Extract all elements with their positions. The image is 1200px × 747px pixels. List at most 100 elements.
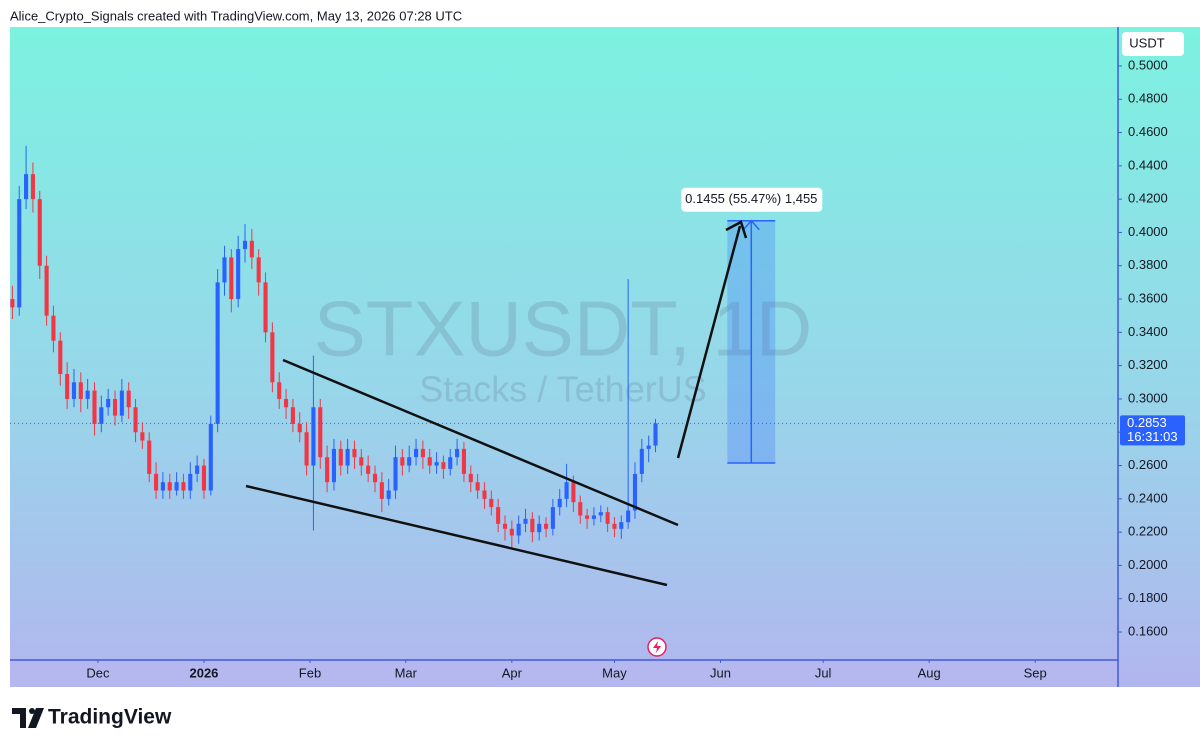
drawings bbox=[245, 220, 748, 587]
candle-body bbox=[441, 462, 446, 469]
candle-body bbox=[605, 512, 610, 524]
candle-body bbox=[352, 448, 357, 458]
candle-body bbox=[24, 174, 29, 200]
candle-body bbox=[297, 423, 302, 433]
candle-body bbox=[331, 448, 337, 483]
candle-body bbox=[639, 448, 644, 474]
candle-body bbox=[489, 498, 494, 508]
candle-body bbox=[325, 457, 330, 483]
candle-body bbox=[208, 423, 213, 491]
candle-body bbox=[78, 382, 83, 399]
candle-body bbox=[99, 407, 104, 424]
candle-body bbox=[413, 448, 419, 458]
range-label: 0.1455 (55.47%) 1,455 bbox=[685, 191, 817, 206]
candle-body bbox=[543, 523, 549, 529]
candle-body bbox=[249, 240, 254, 258]
events-icon[interactable] bbox=[647, 637, 667, 657]
y-tick-label: 0.2200 bbox=[1128, 524, 1168, 539]
y-tick-label: 0.1600 bbox=[1128, 623, 1168, 638]
countdown-label: 16:31:03 bbox=[1127, 429, 1178, 444]
plot: 0.1455 (55.47%) 1,455 bbox=[10, 145, 1118, 549]
candle-body bbox=[242, 240, 248, 250]
candle-body bbox=[167, 482, 172, 491]
trend-line-lower bbox=[245, 484, 668, 587]
y-tick-label: 0.2000 bbox=[1128, 557, 1168, 572]
candle-body bbox=[537, 523, 542, 533]
candle-body bbox=[564, 482, 569, 499]
candle-body bbox=[263, 282, 268, 333]
candle-body bbox=[420, 448, 425, 458]
candle-body bbox=[626, 510, 631, 523]
candle-body bbox=[236, 249, 241, 300]
candle-body bbox=[509, 528, 514, 536]
candle-body bbox=[530, 518, 535, 533]
y-tick-label: 0.3200 bbox=[1128, 357, 1168, 372]
watermark-name: Stacks / TetherUS bbox=[419, 369, 706, 410]
x-tick-label: Sep bbox=[1024, 665, 1047, 680]
x-tick-label: Jul bbox=[815, 665, 832, 680]
candle-body bbox=[591, 515, 596, 519]
candle-body bbox=[270, 332, 275, 383]
watermark: STXUSDT, 1D Stacks / TetherUS bbox=[314, 285, 812, 410]
y-tick-label: 0.4200 bbox=[1128, 191, 1168, 206]
candle-body bbox=[58, 340, 63, 374]
candle-body bbox=[30, 174, 35, 200]
last-price-tag bbox=[1120, 415, 1185, 446]
y-tick-label: 0.1800 bbox=[1128, 590, 1168, 605]
y-tick-label: 0.4800 bbox=[1128, 91, 1168, 106]
target-arrow bbox=[676, 225, 742, 459]
candle-body bbox=[126, 390, 131, 408]
candle-body bbox=[119, 390, 124, 416]
candle-body bbox=[407, 457, 412, 466]
candle-body bbox=[51, 315, 56, 341]
time-axis-background bbox=[10, 660, 1118, 687]
candle-body bbox=[229, 257, 234, 300]
candle-body bbox=[386, 490, 391, 499]
candle-body bbox=[112, 398, 118, 416]
candle-body bbox=[290, 407, 295, 424]
candle-body bbox=[147, 440, 152, 474]
candle-body bbox=[154, 473, 159, 491]
candle-body bbox=[619, 522, 624, 529]
header-text: Alice_Crypto_Signals created with Tradin… bbox=[10, 8, 462, 23]
candle-body bbox=[612, 523, 617, 529]
y-tick-label: 0.4600 bbox=[1128, 124, 1168, 139]
range-arrow-head bbox=[742, 219, 760, 231]
x-tick-label: Aug bbox=[918, 665, 941, 680]
target-arrow-head bbox=[725, 220, 748, 239]
x-tick-label: Feb bbox=[299, 665, 321, 680]
watermark-symbol: STXUSDT, 1D bbox=[314, 285, 812, 373]
y-tick-label: 0.2600 bbox=[1128, 457, 1168, 472]
candle-body bbox=[133, 407, 138, 433]
candle-body bbox=[17, 199, 22, 308]
candle-body bbox=[65, 373, 70, 399]
candle-body bbox=[311, 407, 316, 466]
y-tick-label: 0.2400 bbox=[1128, 490, 1168, 505]
candle-body bbox=[482, 490, 487, 499]
y-tick-label: 0.3800 bbox=[1128, 257, 1168, 272]
candle-body bbox=[284, 398, 289, 408]
candle-body bbox=[318, 407, 323, 458]
candle-body bbox=[496, 507, 501, 524]
candle-body bbox=[550, 507, 555, 529]
candle-body bbox=[557, 498, 562, 508]
range-label-box bbox=[681, 187, 823, 212]
x-tick-label: 2026 bbox=[189, 665, 218, 680]
candle-body bbox=[71, 382, 77, 399]
currency-label[interactable]: USDT bbox=[1129, 35, 1164, 50]
candle-body bbox=[222, 257, 227, 283]
x-tick-label: Dec bbox=[86, 665, 110, 680]
chart-background bbox=[10, 27, 1200, 687]
currency-box[interactable] bbox=[1122, 32, 1184, 56]
candle-body bbox=[85, 390, 90, 399]
candle-body bbox=[201, 465, 207, 491]
last-price-label: 0.2853 bbox=[1127, 415, 1167, 430]
candle-body bbox=[359, 457, 364, 466]
candle-body bbox=[277, 382, 282, 399]
candle-body bbox=[578, 502, 583, 516]
y-tick-label: 0.5000 bbox=[1128, 57, 1168, 72]
y-tick-label: 0.3000 bbox=[1128, 390, 1168, 405]
candle-body bbox=[427, 457, 432, 466]
